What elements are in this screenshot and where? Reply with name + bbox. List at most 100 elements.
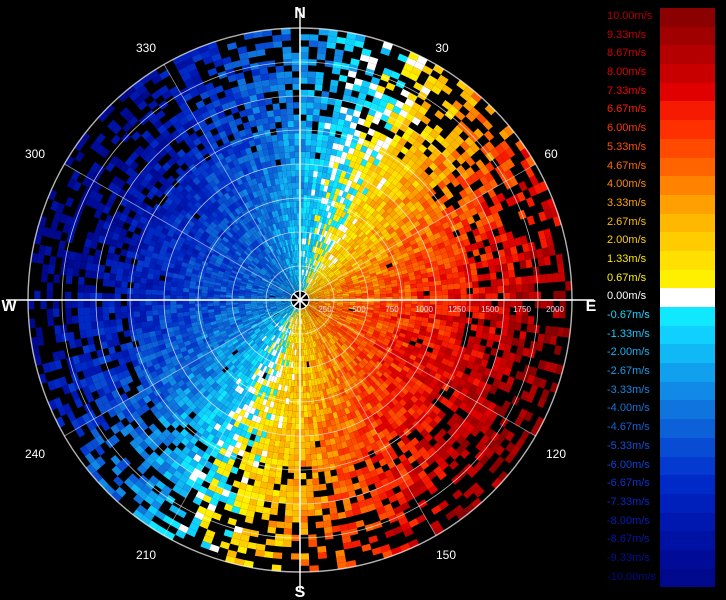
velocity-cell — [214, 225, 222, 233]
velocity-cell — [293, 311, 297, 318]
velocity-cell — [283, 360, 288, 367]
velocity-cell — [289, 367, 293, 374]
velocity-cell — [355, 364, 362, 371]
velocity-cell — [310, 272, 315, 279]
velocity-cell — [378, 384, 386, 392]
velocity-cell — [255, 338, 262, 345]
velocity-cell — [347, 347, 354, 354]
velocity-cell — [303, 269, 306, 276]
velocity-cell — [387, 328, 395, 334]
velocity-cell — [361, 290, 368, 294]
velocity-cell — [326, 341, 332, 348]
velocity-cell — [289, 257, 293, 264]
velocity-cell — [305, 310, 309, 317]
velocity-cell — [305, 355, 309, 362]
velocity-cell — [133, 288, 140, 295]
velocity-cell — [257, 362, 263, 370]
velocity-cell — [290, 386, 294, 393]
velocity-cell — [231, 269, 238, 275]
velocity-cell — [174, 264, 182, 271]
velocity-cell — [347, 230, 354, 237]
velocity-cell — [322, 458, 329, 466]
velocity-cell — [282, 281, 288, 287]
velocity-cell — [307, 342, 311, 349]
velocity-cell — [387, 355, 395, 363]
velocity-cell — [249, 341, 256, 348]
velocity-cell — [247, 179, 254, 188]
velocity-cell — [311, 366, 316, 374]
velocity-cell — [315, 221, 320, 228]
velocity-cell — [275, 184, 281, 192]
velocity-cell — [357, 334, 365, 340]
velocity-cell — [373, 291, 381, 295]
velocity-cell — [369, 392, 377, 400]
velocity-cell — [296, 312, 299, 319]
velocity-cell — [473, 293, 480, 300]
velocity-cell — [265, 380, 271, 388]
velocity-cell — [325, 260, 331, 266]
velocity-cell — [334, 175, 341, 183]
velocity-cell — [280, 311, 286, 316]
velocity-cell — [325, 362, 331, 369]
velocity-cell — [223, 337, 231, 344]
velocity-cell — [282, 246, 287, 253]
velocity-cell — [315, 446, 322, 454]
velocity-cell — [335, 169, 342, 177]
velocity-cell — [390, 362, 398, 369]
velocity-cell — [219, 264, 227, 270]
velocity-cell — [367, 309, 374, 313]
velocity-cell — [263, 265, 269, 271]
velocity-cell — [265, 346, 271, 353]
velocity-cell — [213, 300, 220, 303]
velocity-cell — [182, 303, 189, 309]
velocity-cell — [334, 384, 341, 392]
velocity-cell — [230, 195, 238, 203]
velocity-cell — [318, 315, 324, 321]
velocity-cell — [269, 401, 275, 408]
velocity-cell — [272, 452, 279, 460]
velocity-cell — [242, 233, 249, 241]
velocity-cell — [301, 312, 303, 319]
velocity-cell — [253, 375, 260, 382]
velocity-cell — [300, 219, 303, 226]
velocity-cell — [326, 261, 332, 267]
velocity-cell — [251, 342, 258, 349]
velocity-cell — [341, 268, 348, 274]
velocity-cell — [410, 336, 418, 343]
velocity-cell — [222, 320, 230, 325]
velocity-cell — [182, 295, 189, 300]
velocity-cell — [341, 241, 348, 248]
velocity-cell — [312, 334, 317, 341]
velocity-cell — [231, 244, 239, 251]
velocity-cell — [192, 369, 200, 377]
velocity-cell — [333, 282, 341, 287]
velocity-cell — [310, 271, 314, 278]
velocity-cell — [294, 460, 300, 467]
velocity-cell — [273, 172, 279, 180]
velocity-cell — [212, 329, 220, 335]
velocity-cell — [314, 403, 320, 411]
velocity-cell — [365, 402, 373, 411]
velocity-cell — [347, 284, 354, 288]
velocity-cell — [195, 230, 203, 238]
velocity-cell — [318, 262, 323, 269]
velocity-cell — [200, 369, 208, 377]
velocity-cell — [323, 185, 329, 192]
velocity-cell — [359, 351, 367, 358]
velocity-cell — [339, 329, 345, 335]
velocity-cell — [291, 270, 294, 277]
velocity-cell — [317, 278, 323, 284]
velocity-cell — [258, 322, 265, 328]
velocity-cell — [341, 352, 348, 359]
velocity-cell — [322, 288, 329, 292]
velocity-cell — [220, 373, 227, 380]
velocity-cell — [140, 321, 148, 328]
velocity-cell — [417, 295, 424, 300]
velocity-cell — [304, 282, 307, 289]
velocity-cell — [319, 255, 324, 262]
velocity-cell — [418, 264, 426, 271]
velocity-cell — [407, 267, 414, 274]
velocity-cell — [323, 363, 328, 370]
velocity-cell — [302, 219, 306, 226]
velocity-cell — [341, 344, 348, 351]
